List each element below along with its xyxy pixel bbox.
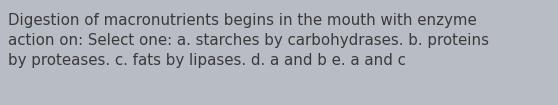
Text: Digestion of macronutrients begins in the mouth with enzyme
action on: Select on: Digestion of macronutrients begins in th… [8,13,489,68]
